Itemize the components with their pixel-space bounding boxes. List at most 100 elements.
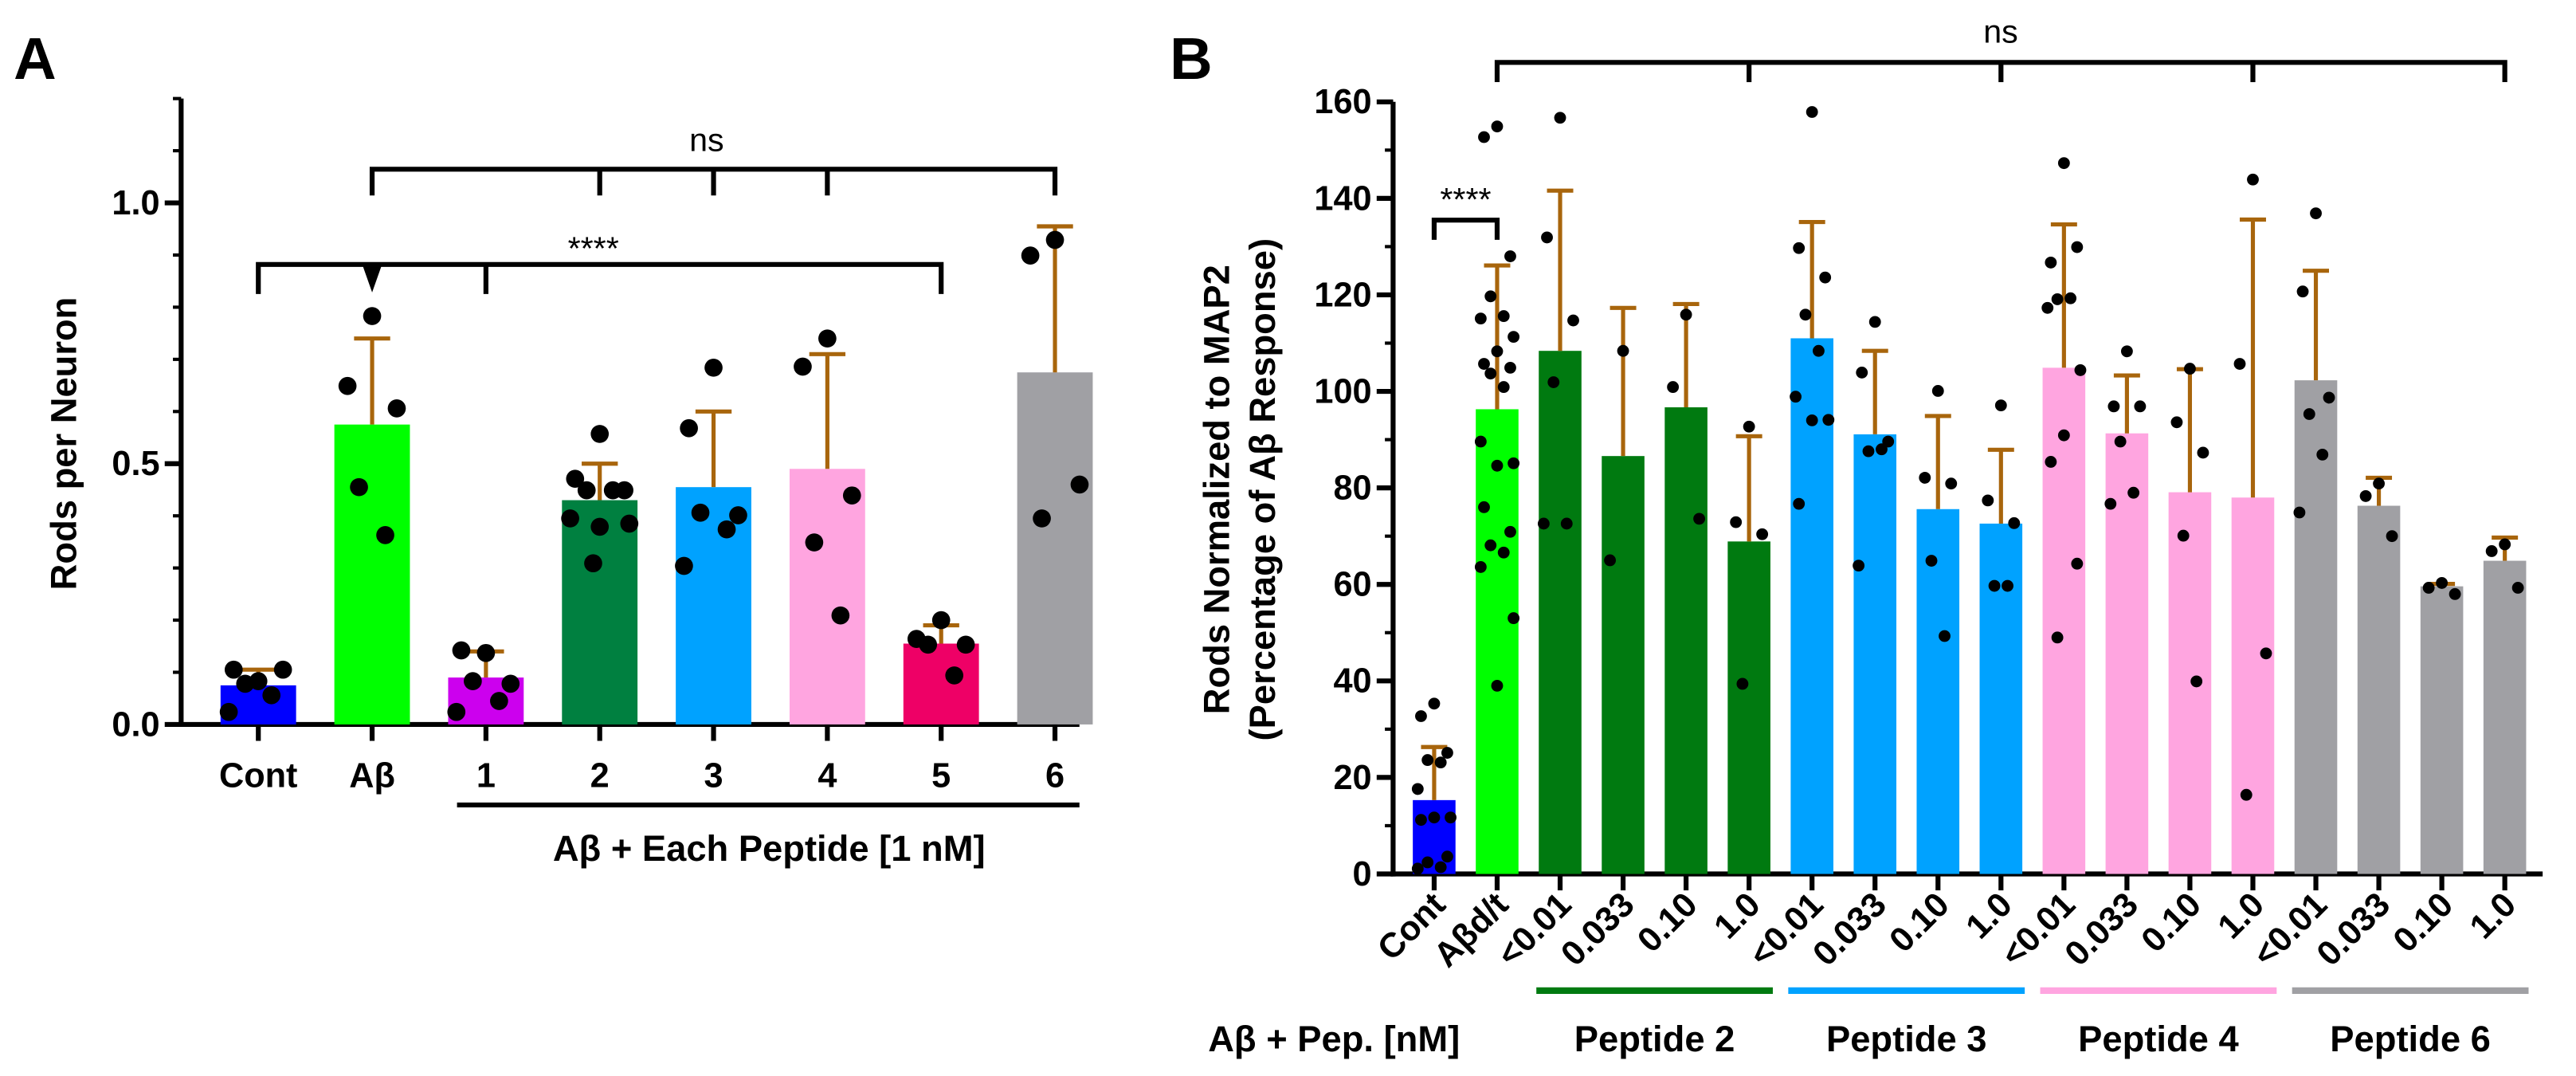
significance-bracket — [256, 261, 944, 294]
data-point — [675, 556, 693, 575]
data-point — [590, 517, 610, 536]
y-tick-label: 160 — [1314, 83, 1371, 121]
data-point — [1730, 516, 1743, 528]
data-point — [224, 660, 243, 679]
data-point — [262, 685, 281, 705]
y-tick-label: 0 — [1353, 855, 1372, 893]
group-label: Peptide 2 — [1574, 1019, 1735, 1059]
bar — [2357, 505, 2401, 874]
x-tick-label: 5 — [931, 756, 951, 795]
data-point — [2449, 587, 2461, 600]
data-point — [1415, 814, 1427, 827]
x-tick-label: 0.033 — [2310, 886, 2398, 974]
panel-b-row-label: Aβ + Pep. [nM] — [1208, 1019, 1460, 1059]
data-point — [1434, 861, 1447, 874]
data-point — [1819, 271, 1832, 284]
data-point — [1988, 579, 2001, 592]
data-point — [577, 481, 596, 500]
data-point — [2240, 788, 2253, 801]
data-point — [2041, 301, 2054, 314]
data-point — [2359, 490, 2372, 502]
x-tick-label: 2 — [590, 756, 610, 795]
data-point — [1560, 517, 1573, 530]
data-point — [1925, 555, 1938, 567]
data-point — [1478, 358, 1490, 370]
data-point — [1982, 494, 1994, 507]
data-point — [1617, 344, 1629, 357]
data-point — [1070, 475, 1089, 494]
data-point — [1806, 414, 1818, 426]
data-point — [1491, 120, 1504, 133]
data-point — [1504, 361, 1516, 374]
data-point — [2051, 631, 2064, 644]
data-point — [2114, 435, 2127, 448]
data-point — [2051, 293, 2064, 305]
data-point — [1862, 445, 1875, 457]
data-point — [931, 611, 951, 630]
significance-label: **** — [568, 230, 619, 267]
data-point — [1554, 112, 1566, 124]
data-point — [452, 641, 471, 660]
data-point — [1793, 497, 1806, 510]
x-tick-label: Aβ — [349, 756, 395, 795]
x-tick-label: 0.10 — [2135, 886, 2209, 960]
x-tick-label: Cont — [219, 756, 298, 795]
data-point — [1504, 525, 1516, 538]
x-tick-label: 0.033 — [2057, 886, 2146, 974]
panel-b-y-label-line1: Rods Normalized to MAP2 — [1196, 265, 1237, 714]
x-tick-label: 1.0 — [2463, 886, 2523, 946]
data-point — [350, 477, 368, 497]
data-point — [2485, 545, 2498, 557]
data-point — [1491, 345, 1504, 358]
data-point — [2247, 173, 2259, 186]
data-point — [1484, 367, 1497, 380]
data-point — [1504, 250, 1516, 262]
bar — [1017, 372, 1093, 725]
data-point — [704, 358, 723, 377]
data-point — [590, 425, 610, 443]
y-tick-label: 0.0 — [112, 705, 159, 744]
data-point — [2177, 529, 2190, 542]
data-point — [1813, 344, 1825, 357]
data-point — [490, 692, 508, 710]
data-point — [464, 672, 482, 690]
panel-a-y-label: Rods per Neuron — [43, 297, 84, 591]
data-point — [2045, 456, 2057, 468]
group-label: Peptide 6 — [2330, 1019, 2491, 1059]
data-point — [603, 481, 622, 500]
data-point — [1856, 367, 1868, 379]
data-point — [2197, 446, 2209, 459]
bar — [2231, 497, 2275, 874]
significance-label: **** — [1440, 181, 1491, 218]
data-point — [2064, 292, 2077, 304]
data-point — [1743, 420, 1755, 433]
data-point — [805, 533, 824, 552]
y-tick-label: 0.5 — [112, 445, 159, 483]
data-point — [1822, 414, 1835, 426]
y-tick-label: 40 — [1333, 662, 1371, 701]
data-point — [1790, 391, 1802, 403]
x-tick-label: 3 — [704, 756, 723, 795]
bar — [2042, 367, 2086, 874]
data-point — [2511, 582, 2524, 594]
data-point — [831, 606, 850, 625]
data-point — [2373, 477, 2385, 490]
data-point — [1497, 310, 1510, 323]
data-point — [1484, 290, 1497, 303]
data-point — [2386, 530, 2398, 543]
bar — [1413, 799, 1456, 874]
data-point — [2293, 506, 2306, 519]
data-point — [919, 635, 938, 654]
data-point — [1806, 106, 1818, 118]
data-point — [2303, 408, 2315, 420]
data-point — [1541, 231, 1553, 244]
data-point — [945, 666, 964, 685]
data-point — [2008, 516, 2021, 529]
x-tick-label: 0.10 — [2386, 886, 2460, 960]
data-point — [566, 469, 585, 489]
data-point — [691, 503, 710, 522]
data-point — [1680, 308, 1692, 321]
arrow-down-icon — [362, 264, 382, 293]
data-point — [794, 357, 812, 376]
